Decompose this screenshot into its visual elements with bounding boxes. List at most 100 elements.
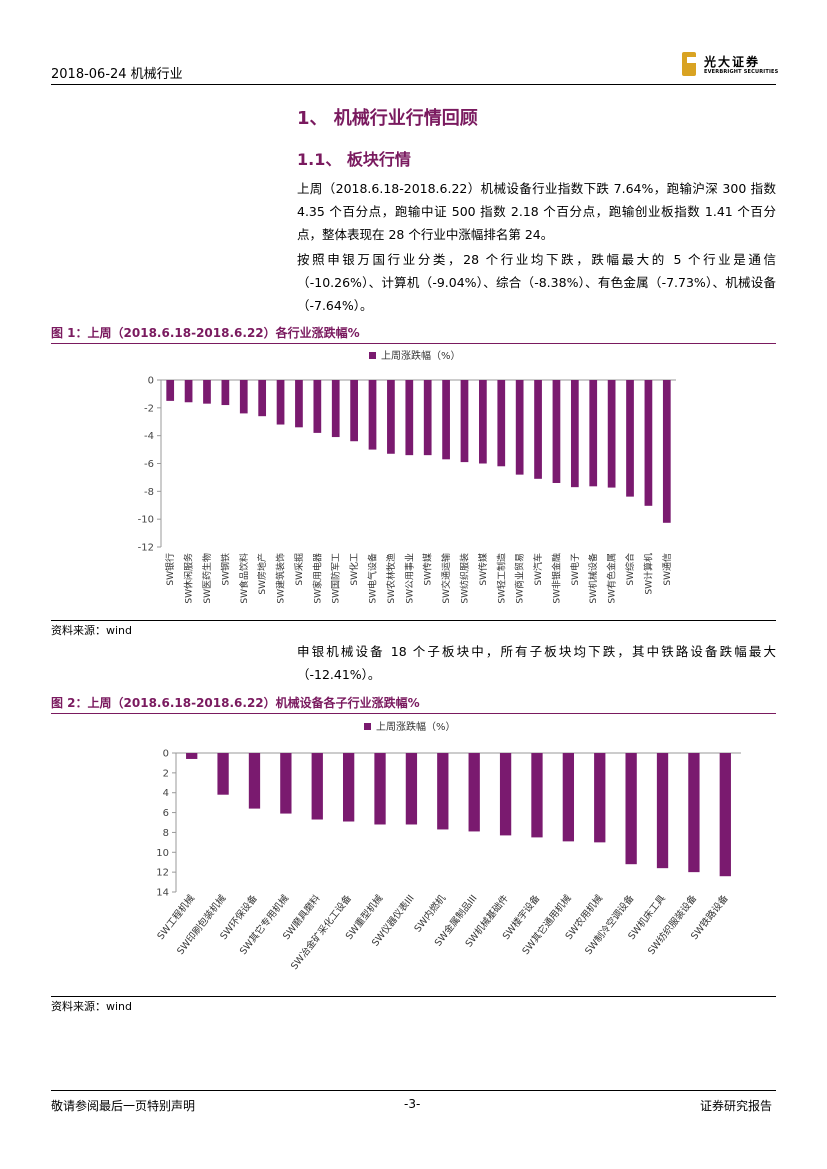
- figure1-rule: [51, 343, 776, 344]
- bar: [331, 380, 340, 438]
- bar: [217, 753, 229, 795]
- bar: [276, 380, 285, 425]
- y-tick-label: 14: [156, 888, 169, 899]
- bar: [562, 753, 575, 842]
- bar: [368, 380, 377, 450]
- bar: [531, 753, 543, 838]
- bar: [203, 380, 211, 404]
- figure2-title: 图 2：上周（2018.6.18-2018.6.22）机械设备各子行业涨跌幅%: [51, 696, 420, 710]
- y-tick-label: -4: [144, 431, 154, 442]
- x-tick-label: SW综合: [624, 553, 636, 586]
- y-tick-label: -12: [138, 543, 154, 554]
- x-tick-label: SW电子: [569, 553, 581, 586]
- bar: [515, 380, 524, 475]
- legend: 上周涨跌幅（%）: [364, 720, 456, 733]
- bar: [460, 380, 469, 463]
- header-divider: [51, 84, 776, 85]
- x-tick-label: SW化工: [348, 553, 360, 586]
- legend-label: 上周涨跌幅（%）: [381, 349, 461, 362]
- y-tick-label: 2: [163, 768, 169, 779]
- paragraph-1: 上周（2018.6.18-2018.6.22）机械设备行业指数下跌 7.64%，…: [297, 181, 776, 242]
- x-tick-label: SW计算机: [642, 553, 654, 595]
- bar: [387, 380, 395, 454]
- bar: [239, 380, 248, 414]
- logo-en: EVERBRIGHT SECURITIES: [704, 69, 779, 75]
- x-tick-label: SW建筑装饰: [275, 553, 287, 604]
- figure2-rule: [51, 713, 776, 714]
- bar: [644, 380, 653, 506]
- x-tick-label: SW纺织服装: [458, 553, 470, 604]
- logo-mark-icon: [682, 52, 696, 76]
- section-heading-1: 1、 机械行业行情回顾: [297, 108, 478, 129]
- figure1-source: 资料来源：wind: [51, 624, 133, 637]
- bar: [186, 753, 198, 759]
- x-tick-label: SW银行: [164, 553, 176, 586]
- x-tick-label: SW交通运输: [440, 553, 452, 604]
- x-tick-label: SW轻工制造: [495, 553, 507, 604]
- bar: [313, 380, 322, 433]
- bar: [479, 380, 487, 464]
- y-tick-label: 6: [163, 808, 169, 819]
- x-tick-label: SW电气设备: [367, 553, 379, 604]
- x-tick-label: SW国防军工: [330, 553, 342, 604]
- x-tick-label: SW采掘: [293, 553, 305, 586]
- bar: [437, 753, 449, 830]
- bar: [626, 380, 634, 497]
- bar: [656, 753, 669, 869]
- x-tick-label: SW房地产: [256, 553, 268, 595]
- chart2-svg: 上周涨跌幅（%）02468101214SW工程机械SW印刷包装机械SW环保设备S…: [155, 720, 741, 972]
- y-tick-label: 0: [163, 749, 169, 760]
- bar: [534, 380, 542, 479]
- x-tick-label: SW公用事业: [403, 553, 415, 604]
- y-tick-label: 10: [156, 848, 169, 859]
- figure1-title: 图 1：上周（2018.6.18-2018.6.22）各行业涨跌幅%: [51, 326, 360, 340]
- paragraph-3: 申银机械设备 18 个子板块中，所有子板块均下跌，其中铁路设备跌幅最大（-12.…: [297, 644, 776, 682]
- y-tick-label: 0: [148, 376, 154, 387]
- y-tick-label: -6: [144, 459, 154, 470]
- bar: [662, 380, 671, 523]
- bar: [258, 380, 267, 417]
- chart1-svg: 上周涨跌幅（%） 0 -2 -4 -6 -8 -10 -12 SW银行 SW休闲服务 SW医药生物 S…: [138, 349, 676, 604]
- footer-disclaimer: 敬请参阅最后一页特别声明: [51, 1099, 196, 1113]
- x-tick-label: SW有色金属: [606, 553, 618, 604]
- bar: [552, 380, 561, 483]
- y-tick-label: -10: [138, 515, 154, 526]
- x-tick-label: SW钢铁: [219, 553, 231, 586]
- bar: [625, 753, 637, 865]
- x-tick-label: SW机械设备: [587, 553, 599, 604]
- y-tick-label: -2: [144, 403, 154, 414]
- x-tick-label: SW汽车: [532, 553, 544, 586]
- bar: [405, 753, 418, 825]
- bar: [280, 753, 292, 814]
- x-tick-label: SW冶金矿采化工设备: [288, 892, 354, 972]
- bar: [423, 380, 432, 456]
- bar: [719, 753, 731, 877]
- logo: 光大证券 EVERBRIGHT SECURITIES: [682, 52, 778, 80]
- bar: [405, 380, 414, 456]
- x-tick-label: SW商业贸易: [514, 553, 526, 604]
- footer-report-type: 证券研究报告: [700, 1099, 773, 1113]
- bar: [248, 753, 261, 809]
- figure1-chart: 上周涨跌幅（%） 0 -2 -4 -6 -8 -10 -12 SW银行 SW休闲服务 SW医药生物 S…: [51, 344, 776, 621]
- bar: [468, 753, 480, 832]
- x-tick-label: SW传媒: [477, 553, 489, 586]
- y-tick-label: -8: [144, 487, 154, 498]
- legend-swatch: [369, 352, 376, 359]
- bar: [607, 380, 616, 488]
- section-heading-2: 1.1、 板块行情: [297, 150, 411, 169]
- bar: [688, 753, 700, 873]
- logo-cn: 光大证券: [704, 55, 761, 69]
- bar: [311, 753, 323, 820]
- x-tick-label: SW食品饮料: [238, 553, 250, 604]
- x-tick-label: SW医药生物: [201, 553, 213, 604]
- bar: [374, 753, 386, 825]
- footer-divider: [51, 1090, 776, 1091]
- x-tick-label: SW农林牧渔: [385, 553, 397, 604]
- bar: [570, 380, 579, 488]
- bar: [342, 753, 355, 822]
- y-tick-label: 4: [163, 788, 169, 799]
- bar: [221, 380, 230, 406]
- bar: [350, 380, 358, 442]
- y-tick-label: 12: [156, 868, 169, 879]
- bar: [295, 380, 303, 428]
